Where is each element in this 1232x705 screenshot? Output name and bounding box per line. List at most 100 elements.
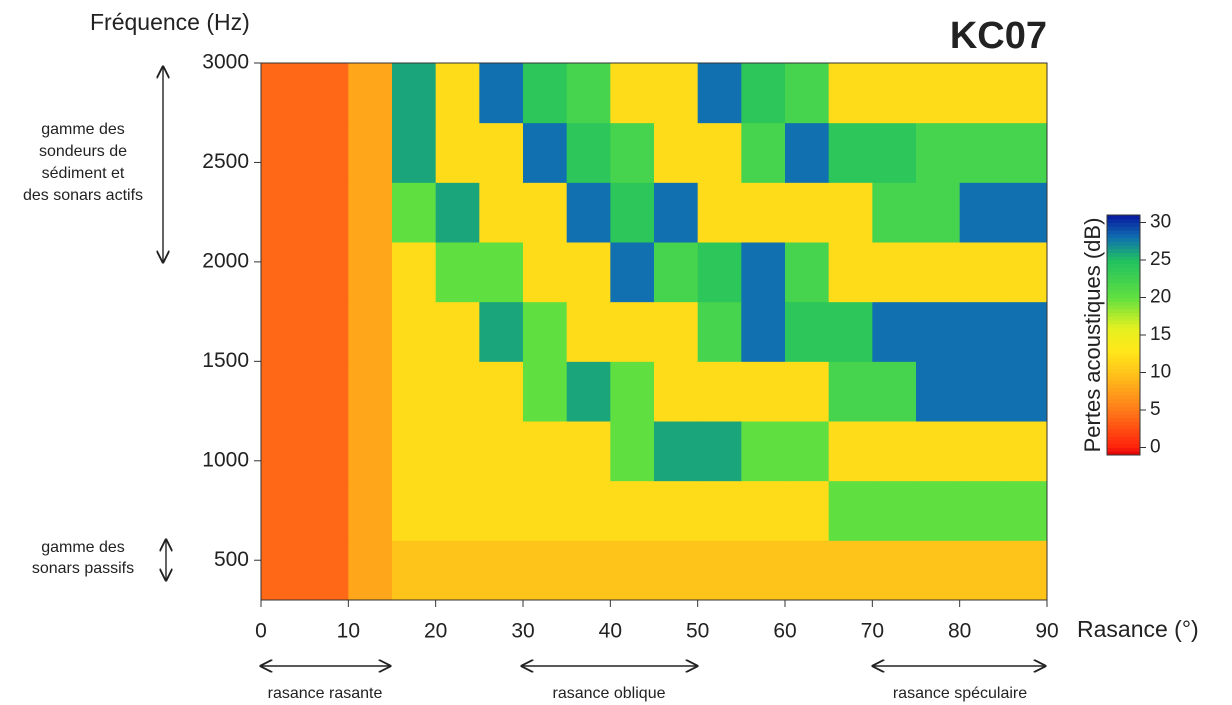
- heatmap-cell: [872, 242, 917, 303]
- colorbar-segment: [1107, 293, 1140, 298]
- heatmap-cell: [916, 540, 961, 601]
- heatmap-cell: [741, 63, 786, 124]
- heatmap-cell: [304, 480, 349, 541]
- colorbar-segment: [1107, 413, 1140, 418]
- heatmap-cell: [1003, 63, 1048, 124]
- colorbar-segment: [1107, 297, 1140, 302]
- heatmap-cell: [916, 480, 961, 541]
- heatmap-cell: [523, 421, 568, 482]
- heatmap-cell: [479, 122, 524, 183]
- colorbar-tick-label: 10: [1150, 362, 1171, 383]
- colorbar-tick-label: 25: [1150, 249, 1171, 270]
- x-tick-label: 70: [861, 620, 884, 643]
- colorbar-segment: [1107, 428, 1140, 433]
- heatmap-cell: [916, 63, 961, 124]
- heatmap-cell: [741, 122, 786, 183]
- heatmap-cell: [697, 480, 742, 541]
- heatmap-cell: [304, 182, 349, 243]
- heatmap-cell: [828, 540, 873, 601]
- colorbar-segment: [1107, 271, 1140, 276]
- heatmap-cell: [959, 182, 1004, 243]
- heatmap-cell: [654, 242, 699, 303]
- heatmap-cell: [566, 242, 611, 303]
- heatmap-cell: [304, 361, 349, 422]
- colorbar-tick-label: 0: [1150, 437, 1161, 458]
- range-label: gamme des: [41, 539, 125, 556]
- heatmap-cell: [261, 480, 306, 541]
- colorbar-tick-label: 15: [1150, 324, 1171, 345]
- heatmap-cell: [959, 301, 1004, 362]
- colorbar-segment: [1107, 323, 1140, 328]
- colorbar-tick-label: 30: [1150, 212, 1171, 233]
- heatmap-cell: [479, 63, 524, 124]
- range-label: sonars passifs: [32, 560, 134, 577]
- heatmap-cell: [479, 361, 524, 422]
- heatmap-cell: [1003, 480, 1048, 541]
- heatmap-cell: [654, 63, 699, 124]
- heatmap-cell: [697, 182, 742, 243]
- heatmap-cell: [654, 540, 699, 601]
- heatmap-cell: [304, 242, 349, 303]
- colorbar-segment: [1107, 432, 1140, 437]
- range-label: rasance oblique: [553, 685, 666, 702]
- colorbar-segment: [1107, 368, 1140, 373]
- x-tick-label: 20: [424, 620, 447, 643]
- heatmap-cell: [392, 480, 437, 541]
- heatmap-cell: [261, 361, 306, 422]
- heatmap-cell: [392, 361, 437, 422]
- y-tick-label: 500: [214, 548, 249, 571]
- colorbar-segment: [1107, 301, 1140, 306]
- heatmap-cell: [697, 540, 742, 601]
- colorbar-segment: [1107, 222, 1140, 227]
- heatmap-cell: [392, 301, 437, 362]
- colorbar-segment: [1107, 376, 1140, 381]
- heatmap-cell: [523, 242, 568, 303]
- heatmap-cell: [348, 182, 393, 243]
- heatmap-cell: [348, 242, 393, 303]
- heatmap-cell: [785, 63, 830, 124]
- heatmap-cell: [523, 480, 568, 541]
- colorbar-segment: [1107, 327, 1140, 332]
- heatmap-cell: [304, 421, 349, 482]
- colorbar-segment: [1107, 230, 1140, 235]
- x-tick-label: 40: [599, 620, 622, 643]
- heatmap-cell: [435, 182, 480, 243]
- heatmap: [261, 63, 1048, 601]
- heatmap-cell: [916, 301, 961, 362]
- colorbar-segment: [1107, 316, 1140, 321]
- heatmap-cell: [697, 122, 742, 183]
- heatmap-cell: [741, 421, 786, 482]
- heatmap-cell: [348, 421, 393, 482]
- colorbar-segment: [1107, 425, 1140, 430]
- colorbar-segment: [1107, 275, 1140, 280]
- heatmap-cell: [261, 540, 306, 601]
- heatmap-cell: [304, 63, 349, 124]
- colorbar-segment: [1107, 342, 1140, 347]
- heatmap-cell: [348, 301, 393, 362]
- colorbar-segment: [1107, 267, 1140, 272]
- colorbar-segment: [1107, 260, 1140, 265]
- heatmap-cell: [916, 361, 961, 422]
- heatmap-cell: [785, 301, 830, 362]
- heatmap-cell: [435, 540, 480, 601]
- heatmap-cell: [697, 242, 742, 303]
- heatmap-cell: [566, 63, 611, 124]
- colorbar-segment: [1107, 406, 1140, 411]
- colorbar-segment: [1107, 398, 1140, 403]
- heatmap-cell: [479, 182, 524, 243]
- colorbar-segment: [1107, 286, 1140, 291]
- heatmap-cell: [261, 182, 306, 243]
- colorbar-segment: [1107, 447, 1140, 452]
- heatmap-cell: [828, 242, 873, 303]
- heatmap-cell: [697, 63, 742, 124]
- heatmap-cell: [959, 361, 1004, 422]
- heatmap-cell: [785, 242, 830, 303]
- heatmap-cell: [610, 301, 655, 362]
- heatmap-cell: [348, 122, 393, 183]
- colorbar-segment: [1107, 353, 1140, 358]
- colorbar-segment: [1107, 263, 1140, 268]
- heatmap-cell: [348, 540, 393, 601]
- colorbar-segment: [1107, 335, 1140, 340]
- heatmap-cell: [654, 301, 699, 362]
- x-axis-label: Rasance (°): [1077, 616, 1199, 642]
